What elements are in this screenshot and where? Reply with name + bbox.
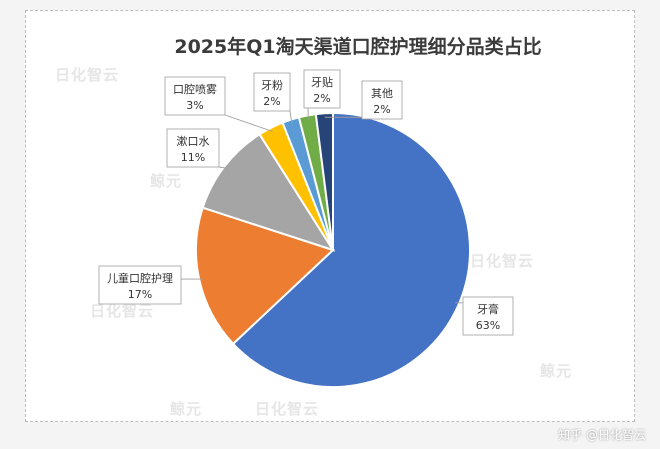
chart-title: 2025年Q1淘天渠道口腔护理细分品类占比 (174, 35, 541, 58)
watermark: 日化智云 (255, 400, 320, 418)
pie-slice (231, 111, 471, 388)
slice-percent: 2% (373, 103, 390, 116)
callout-box (164, 76, 226, 116)
slice-label: 牙粉 (261, 79, 283, 92)
watermark: 鲸元 (170, 400, 203, 418)
slice-percent: 17% (128, 288, 152, 301)
slice-label: 其他 (371, 87, 393, 100)
slice-label: 牙膏 (477, 302, 499, 316)
watermark: 鲸元 (150, 172, 183, 190)
slice-percent: 3% (186, 99, 203, 112)
slice-percent: 63% (476, 319, 500, 332)
data-labels: 牙膏 63% 儿童口腔护理 17% 漱口水 11% 口腔喷雾 3% 牙粉 2% 牙贴 2% 其他 2% (98, 69, 514, 336)
leader-line (289, 110, 293, 124)
source-credit: 知乎 @日化智云 (558, 428, 646, 442)
leader-line (224, 114, 273, 132)
watermark: 鲸元 (540, 362, 573, 380)
watermark: 日化智云 (90, 302, 155, 320)
slice-label: 牙贴 (311, 75, 333, 89)
watermark: 日化智云 (55, 66, 120, 84)
pie-slice (314, 111, 334, 251)
callout-box (303, 69, 341, 109)
callout-box (166, 128, 220, 168)
pie-slice (195, 206, 335, 346)
leader-line (218, 166, 228, 169)
slice-percent: 2% (263, 95, 280, 108)
callout-box (98, 265, 182, 305)
slice-percent: 2% (313, 92, 330, 105)
pie-slice (201, 132, 336, 252)
watermark: 日化智云 (470, 252, 535, 270)
slice-label: 漱口水 (177, 135, 210, 148)
callout-box (361, 80, 403, 120)
slice-percent: 11% (181, 151, 205, 164)
callout-box (462, 296, 514, 336)
pie-slices (195, 111, 471, 388)
slice-label: 儿童口腔护理 (107, 271, 173, 285)
slice-label: 口腔喷雾 (173, 82, 217, 96)
callout-box (253, 72, 291, 112)
